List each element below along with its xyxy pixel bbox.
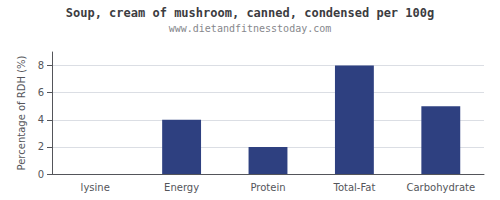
svg-text:4: 4 xyxy=(38,114,44,125)
svg-text:Soup, cream of mushroom, canne: Soup, cream of mushroom, canned, condens… xyxy=(66,6,434,20)
svg-text:www.dietandfitnesstoday.com: www.dietandfitnesstoday.com xyxy=(169,23,332,34)
svg-text:0: 0 xyxy=(38,169,44,180)
svg-text:Energy: Energy xyxy=(164,182,199,193)
svg-text:Percentage of RDH (%): Percentage of RDH (%) xyxy=(16,55,27,170)
svg-text:Protein: Protein xyxy=(250,182,285,193)
svg-text:Total-Fat: Total-Fat xyxy=(332,182,375,193)
svg-text:2: 2 xyxy=(38,141,44,152)
svg-text:8: 8 xyxy=(38,60,44,71)
svg-text:lysine: lysine xyxy=(81,182,110,193)
svg-text:Carbohydrate: Carbohydrate xyxy=(406,182,475,193)
svg-text:6: 6 xyxy=(38,87,44,98)
